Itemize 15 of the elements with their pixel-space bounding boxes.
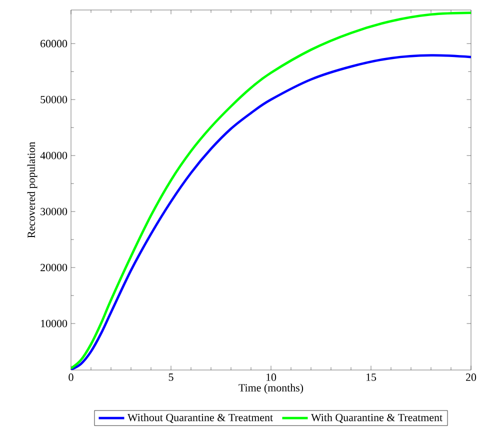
x-tick-label: 20 bbox=[466, 374, 476, 381]
legend-label: With Quarantine & Treatment bbox=[311, 414, 442, 423]
y-tick-label: 30000 bbox=[40, 208, 68, 216]
x-tick-label: 0 bbox=[68, 374, 74, 381]
legend-label: Without Quarantine & Treatment bbox=[127, 414, 273, 423]
y-tick-label: 10000 bbox=[41, 320, 68, 328]
x-axis-title: Time (months) bbox=[238, 384, 304, 394]
y-tick-label: 50000 bbox=[40, 96, 68, 104]
y-axis-title: Recovered population bbox=[27, 142, 38, 238]
y-tick-label: 60000 bbox=[40, 40, 68, 48]
x-tick-label: 10 bbox=[266, 374, 276, 381]
x-tick-label: 5 bbox=[168, 374, 174, 381]
x-tick-label: 15 bbox=[366, 374, 376, 381]
y-tick-label: 40000 bbox=[40, 152, 68, 160]
y-tick-label: 20000 bbox=[40, 264, 68, 272]
